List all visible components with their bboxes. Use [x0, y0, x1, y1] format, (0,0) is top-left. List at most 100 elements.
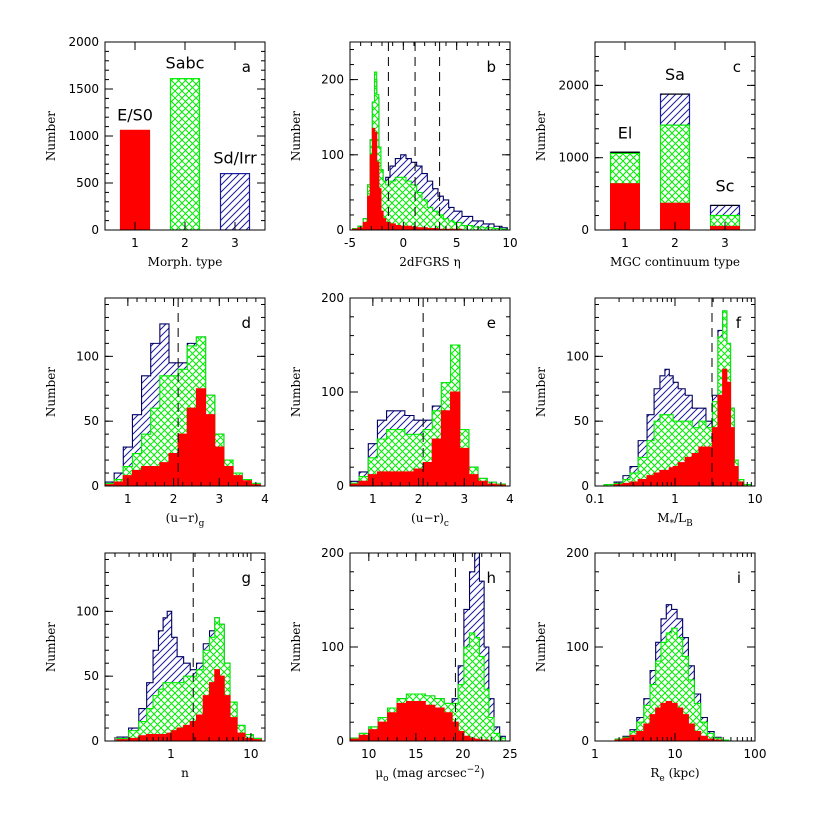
- plot-area: [609, 93, 741, 230]
- y-tick-label: 100: [566, 640, 589, 654]
- x-tick-label: 2: [415, 492, 423, 506]
- x-tick-label: 2: [181, 236, 189, 250]
- panel-letter: h: [486, 569, 496, 587]
- x-axis-label: M*​/LB​: [657, 511, 693, 529]
- y-tick-label: 0: [336, 479, 344, 493]
- y-tick-label: 0: [91, 734, 99, 748]
- y-tick-label: 200: [321, 546, 344, 560]
- y-tick-label: 0: [91, 223, 99, 237]
- plot-area: [350, 553, 506, 741]
- x-axis-label: Re​ (kpc): [650, 766, 699, 784]
- y-tick-label: 100: [321, 385, 344, 399]
- x-tick-label: 3: [215, 492, 223, 506]
- panel-letter: i: [737, 569, 741, 587]
- panel-letter: d: [241, 314, 251, 332]
- x-axis-label: 2dFGRS η: [399, 255, 461, 269]
- x-tick-label: 10: [361, 747, 376, 761]
- histogram-red: [614, 700, 729, 741]
- y-axis-label: Number: [44, 622, 58, 672]
- plot-area: [614, 604, 730, 741]
- y-tick-label: 0: [336, 734, 344, 748]
- y-tick-label: 200: [566, 546, 589, 560]
- x-tick-label: 20: [455, 747, 470, 761]
- stack-label: Sc: [716, 176, 735, 195]
- y-axis-label: Number: [289, 367, 303, 417]
- x-tick-label: 2: [671, 236, 679, 250]
- x-axis-label: n: [181, 766, 189, 780]
- x-tick-label: 3: [721, 236, 729, 250]
- stack-green-1: [659, 124, 691, 204]
- stack-green-0: [609, 152, 641, 185]
- plot-area: [352, 71, 508, 230]
- x-tick-label: 1: [591, 747, 599, 761]
- x-axis-label: Morph. type: [148, 255, 223, 269]
- bar-label: E/S0: [117, 105, 153, 124]
- x-tick-label: 1: [369, 492, 377, 506]
- x-tick-label: 3: [460, 492, 468, 506]
- panel-letter: a: [242, 58, 251, 76]
- axis-ticks: [350, 297, 511, 487]
- x-tick-label: 1: [621, 236, 629, 250]
- plot-area: [105, 323, 261, 486]
- axis-ticks: [105, 41, 265, 231]
- plot-area: [119, 78, 251, 230]
- panel-c: El Sa Sc 1 2 3 0 1000 2000 c Number MGC continuum t…: [534, 41, 756, 269]
- x-tick-label: 4: [506, 492, 514, 506]
- axis-ticks: [349, 42, 511, 231]
- y-tick-label: 50: [84, 669, 99, 683]
- histogram-red: [116, 669, 262, 741]
- axis-ticks: [594, 298, 756, 487]
- x-axis-label: μo​ (mag arcsec−2​): [375, 765, 484, 784]
- stack-label: El: [618, 123, 633, 142]
- panel-letter: g: [241, 569, 251, 587]
- y-tick-label: 100: [321, 640, 344, 654]
- axis-ticks: [105, 298, 266, 487]
- plot-area: [350, 344, 506, 486]
- x-tick-label: 1: [671, 492, 679, 506]
- panel-letter: f: [736, 314, 742, 332]
- y-tick-label: 100: [76, 604, 99, 618]
- bar-0: [119, 129, 151, 230]
- x-tick-label: 5: [453, 236, 461, 250]
- bar-label: Sabc: [166, 54, 205, 73]
- y-axis-label: Number: [534, 622, 548, 672]
- x-axis-label: (u−r)c​: [411, 511, 449, 529]
- bar-1: [169, 78, 201, 230]
- x-tick-label: 10: [667, 747, 682, 761]
- y-tick-label: 0: [581, 479, 589, 493]
- histogram-green: [116, 617, 262, 741]
- y-axis-label: Number: [534, 111, 548, 161]
- x-tick-label: 4: [261, 492, 269, 506]
- x-axis-label: (u−r)g​: [166, 511, 205, 529]
- axis-ticks: [105, 553, 265, 742]
- y-axis-label: Number: [44, 367, 58, 417]
- plot-area: [116, 610, 262, 741]
- bar-2: [219, 173, 251, 230]
- y-tick-label: 100: [76, 349, 99, 363]
- x-tick-label: 100: [744, 747, 767, 761]
- y-tick-label: 50: [574, 414, 589, 428]
- panel-i: 1 10 100 0 100 200 i Number Re​ (kpc): [534, 546, 766, 784]
- y-axis-label: Number: [534, 367, 548, 417]
- y-tick-label: 1500: [68, 82, 99, 96]
- y-tick-label: 100: [321, 148, 344, 162]
- panel-letter: e: [487, 314, 496, 332]
- y-tick-label: 0: [336, 223, 344, 237]
- x-tick-label: 3: [231, 236, 239, 250]
- y-tick-label: 50: [84, 414, 99, 428]
- histogram-red: [352, 127, 508, 230]
- y-axis-label: Number: [289, 622, 303, 672]
- y-axis-label: Number: [44, 111, 58, 161]
- histogram-red: [105, 388, 261, 486]
- y-tick-label: 200: [321, 73, 344, 87]
- panel-a: E/S0 Sabc Sd/Irr 1 2 3 0 500 1000 1500 2000 a Number…: [44, 35, 266, 269]
- y-axis-label: Number: [289, 111, 303, 161]
- x-tick-label: 15: [408, 747, 423, 761]
- plot-frame: [104, 297, 266, 487]
- x-tick-label: 0: [400, 236, 408, 250]
- panel-d: 1 2 3 4 0 50 100 d Number (u−r)g​: [44, 297, 269, 529]
- axis-ticks: [594, 552, 756, 742]
- y-tick-label: 1000: [558, 151, 589, 165]
